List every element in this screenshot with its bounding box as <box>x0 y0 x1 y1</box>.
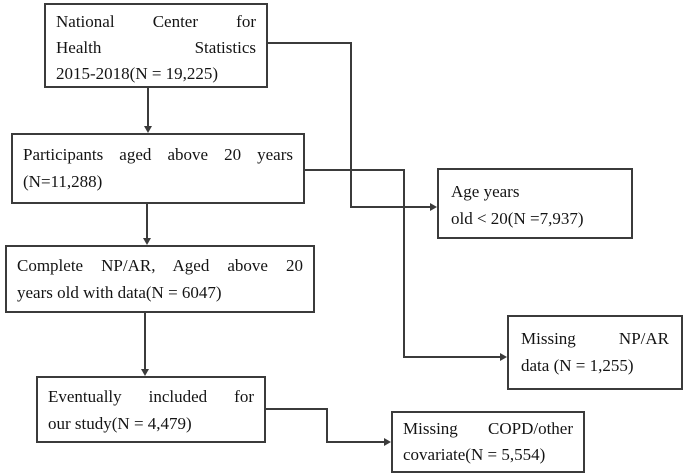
connector-complete-to-included <box>144 313 146 369</box>
node-nchs-source: National Center for Health Statistics 20… <box>44 3 268 88</box>
node-text-line: Participants aged above 20 years <box>23 145 293 164</box>
node-missing-copd: Missing COPD/other covariate(N = 5,554) <box>391 411 585 473</box>
node-participants-aged: Participants aged above 20 years (N=11,2… <box>11 133 305 204</box>
node-text-line: Missing COPD/other <box>403 419 573 438</box>
node-eventually-included: Eventually included for our study(N = 4,… <box>36 376 266 443</box>
node-text-line: National Center for <box>56 12 256 31</box>
connector-participants-branch-v <box>403 169 405 358</box>
connector-source-branch-v <box>350 42 352 208</box>
connector-included-branch-h <box>266 408 328 410</box>
node-text-line: data (N = 1,255) <box>521 356 634 375</box>
node-text-line: Eventually included for <box>48 387 254 406</box>
connector-included-branch-v <box>326 408 328 443</box>
node-text-line: (N=11,288) <box>23 172 103 191</box>
connector-participants-to-complete <box>146 204 148 238</box>
node-complete-npar: Complete NP/AR, Aged above 20 years old … <box>5 245 315 313</box>
arrowhead-down-icon <box>141 369 149 376</box>
connector-source-to-participants <box>147 88 149 126</box>
arrowhead-right-icon <box>430 203 437 211</box>
connector-included-branch-h2 <box>326 441 384 443</box>
arrowhead-down-icon <box>143 238 151 245</box>
connector-participants-branch-h2 <box>403 356 500 358</box>
node-missing-npar: Missing NP/AR data (N = 1,255) <box>507 315 683 390</box>
node-text-line: Health Statistics <box>56 38 256 57</box>
node-text-line: our study(N = 4,479) <box>48 414 192 433</box>
arrowhead-right-icon <box>500 353 507 361</box>
node-text-line: Complete NP/AR, Aged above 20 <box>17 256 303 275</box>
connector-source-branch-h2 <box>350 206 430 208</box>
node-text-line: 2015-2018(N = 19,225) <box>56 64 219 83</box>
connector-participants-branch-h <box>305 169 405 171</box>
node-text-line: years old with data(N = 6047) <box>17 283 222 302</box>
node-excluded-age: Age years old < 20(N =7,937) <box>437 168 633 239</box>
node-text-line: covariate(N = 5,554) <box>403 445 546 464</box>
node-text-line: Missing NP/AR <box>521 329 669 348</box>
arrowhead-down-icon <box>144 126 152 133</box>
node-text-line: Age years <box>451 182 520 201</box>
node-text-line: old < 20(N =7,937) <box>451 209 584 228</box>
arrowhead-right-icon <box>384 438 391 446</box>
connector-source-branch-h <box>268 42 352 44</box>
